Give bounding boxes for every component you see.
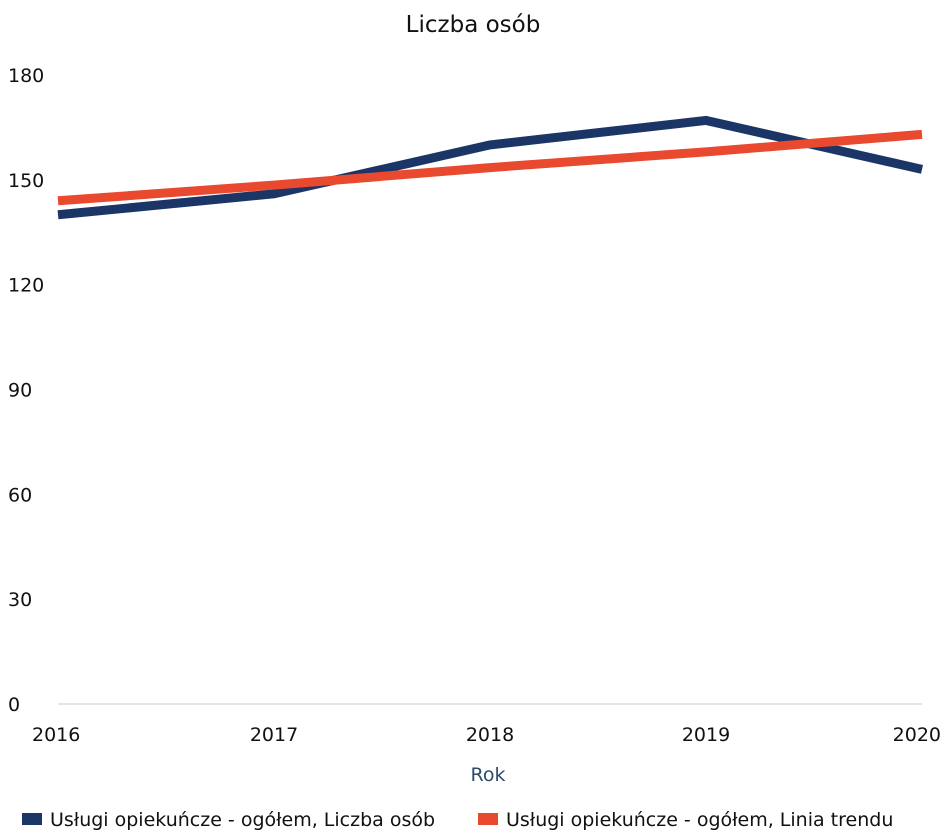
x-tick-label: 2019: [682, 724, 730, 746]
legend: Usługi opiekuńcze - ogółem, Liczba osób …: [22, 809, 893, 831]
legend-label-linia-trendu: Usługi opiekuńcze - ogółem, Linia trendu: [506, 809, 893, 831]
legend-swatch-liczba-osob: [22, 813, 42, 825]
x-tick-label: 2020: [893, 724, 941, 746]
plot-series: [57, 115, 923, 220]
y-tick-label: 150: [8, 170, 44, 192]
y-tick-label: 0: [8, 694, 20, 716]
y-axis-ticks: 0 30 60 90 120 150 180: [8, 65, 44, 716]
y-tick-label: 60: [8, 484, 32, 506]
y-tick-label: 30: [8, 589, 32, 611]
x-tick-label: 2016: [32, 724, 80, 746]
y-tick-label: 180: [8, 65, 44, 87]
legend-item-linia-trendu: Usługi opiekuńcze - ogółem, Linia trendu: [478, 809, 893, 831]
x-axis-ticks: 2016 2017 2018 2019 2020: [32, 724, 941, 746]
y-tick-label: 120: [8, 275, 44, 297]
legend-item-liczba-osob: Usługi opiekuńcze - ogółem, Liczba osób: [22, 809, 435, 831]
chart-title: Liczba osób: [406, 12, 541, 38]
x-axis-label: Rok: [471, 764, 506, 786]
legend-label-liczba-osob: Usługi opiekuńcze - ogółem, Liczba osób: [50, 809, 435, 831]
x-tick-label: 2017: [250, 724, 298, 746]
x-tick-label: 2018: [466, 724, 514, 746]
legend-swatch-linia-trendu: [478, 813, 498, 825]
y-tick-label: 90: [8, 380, 32, 402]
